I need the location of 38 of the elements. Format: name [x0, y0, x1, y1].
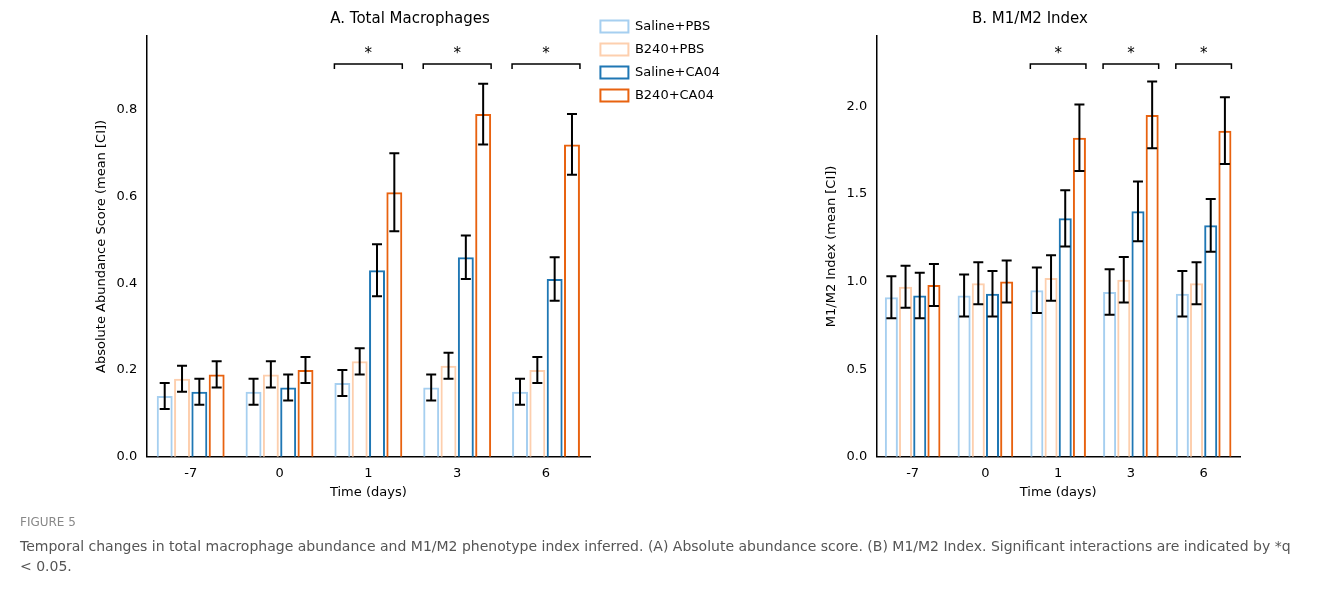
y-tick-label: 0.6 — [116, 187, 138, 203]
x-tick-label: 0 — [981, 464, 990, 480]
caption: FIGURE 5 — [20, 514, 77, 531]
x-tick-label: 6 — [1199, 464, 1208, 480]
legend-label: Saline+CA04 — [634, 63, 721, 79]
x-tick-label: 3 — [453, 464, 462, 480]
y-axis-title: M1/M2 Index (mean [CI]) — [823, 165, 839, 328]
legend-label: Saline+PBS — [634, 17, 711, 33]
legend-label: B240+PBS — [634, 40, 705, 56]
y-tick-label: 0.4 — [116, 274, 138, 290]
legend-label: B240+CA04 — [634, 86, 715, 102]
annotation: * — [1054, 44, 1063, 63]
y-tick-label: 0.0 — [116, 448, 138, 464]
y-tick-label: 1.0 — [846, 272, 868, 288]
chart-title: A. Total Macrophages — [330, 8, 490, 27]
annotation: * — [1127, 44, 1136, 63]
x-tick-label: 1 — [364, 464, 373, 480]
x-tick-label: 6 — [541, 464, 551, 480]
x-tick-label: 1 — [1054, 464, 1063, 480]
annotation: * — [1199, 44, 1208, 63]
x-tick-label: -7 — [184, 464, 198, 480]
y-axis-title: Absolute Abundance Score (mean [CI]) — [93, 119, 109, 373]
x-axis-title: Time (days) — [1018, 483, 1097, 499]
x-axis-title: Time (days) — [328, 483, 407, 499]
y-tick-label: 0.8 — [116, 101, 138, 117]
text: Temporal changes in total macrophage abundance and M1/M2 phenotype index inferred. (A) Absolute abundance score. (B) M1/M2 Index. Significant interactions are indicated by *q < 0.05. — [20, 537, 1292, 576]
y-tick-label: 2.0 — [846, 97, 868, 113]
y-tick-label: 0.2 — [116, 361, 138, 377]
x-tick-label: -7 — [906, 464, 920, 480]
annotation: * — [542, 44, 551, 63]
x-tick-label: 3 — [1126, 464, 1136, 480]
y-tick-label: 1.5 — [846, 185, 868, 201]
x-tick-label: 0 — [275, 464, 284, 480]
y-tick-label: 0.5 — [846, 360, 868, 376]
y-tick-label: 0.0 — [846, 448, 868, 464]
chart-title: B. M1/M2 Index — [972, 8, 1089, 27]
annotation: * — [453, 44, 462, 63]
annotation: * — [364, 44, 373, 63]
